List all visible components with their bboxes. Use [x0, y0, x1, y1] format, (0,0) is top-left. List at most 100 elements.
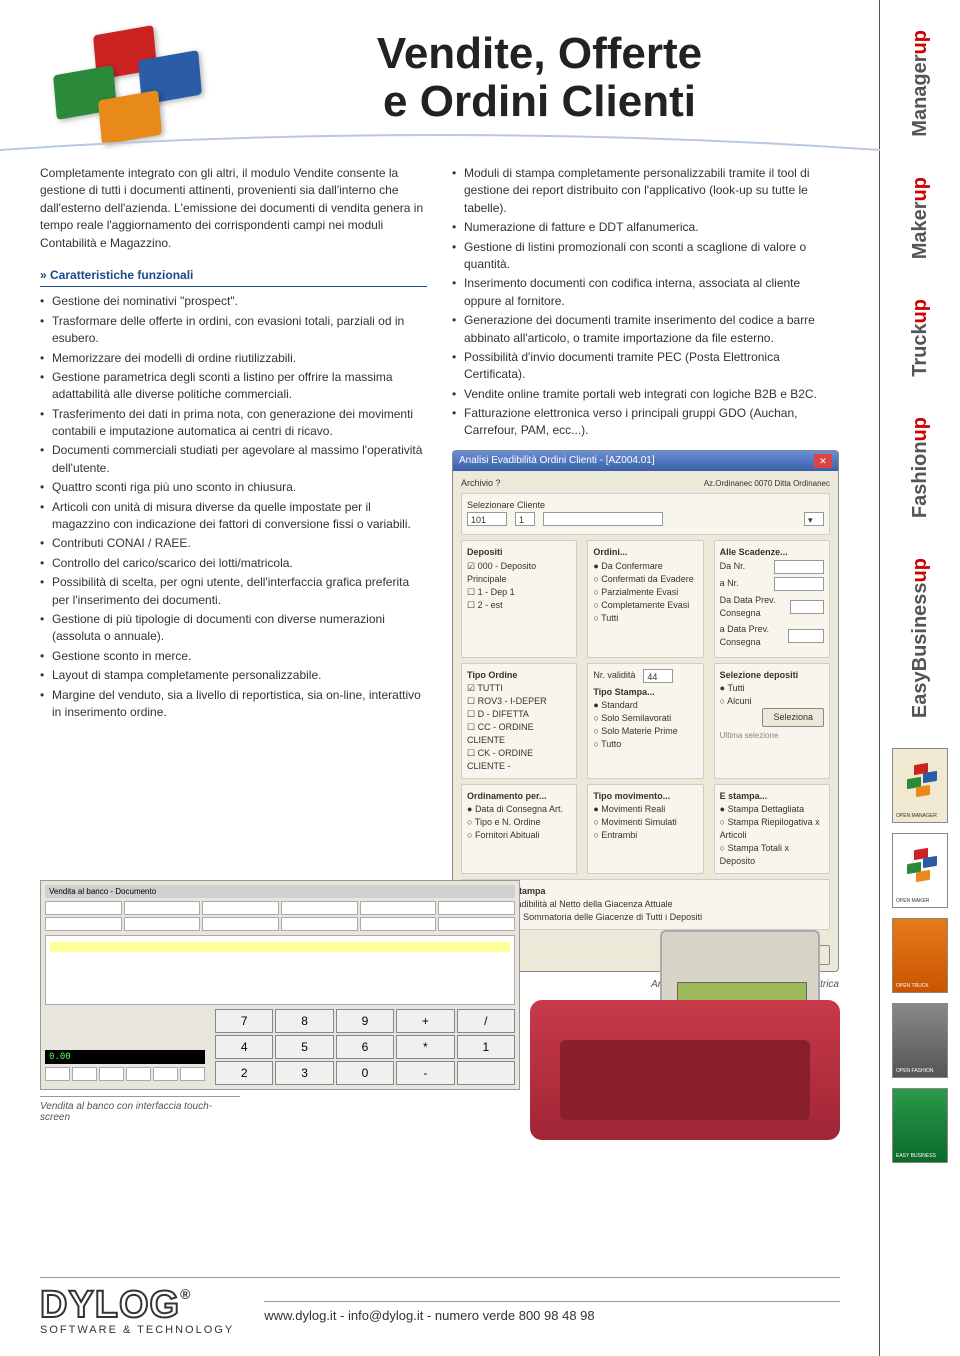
page-title: Vendite, Offerte e Ordini Clienti: [240, 20, 839, 127]
option-item[interactable]: Stampa Totali x Deposito: [720, 842, 824, 868]
keypad-key[interactable]: /: [457, 1009, 515, 1033]
feature-item: Controllo del carico/scarico dei lotti/m…: [40, 555, 427, 572]
option-item[interactable]: Tipo e N. Ordine: [467, 816, 571, 829]
keypad-key[interactable]: 6: [336, 1035, 394, 1059]
dylog-logo: DYLOG® SOFTWARE & TECHNOLOGY: [40, 1288, 234, 1336]
keypad-key[interactable]: 3: [275, 1061, 333, 1085]
keypad-key[interactable]: [457, 1061, 515, 1085]
option-item[interactable]: D - DIFETTA: [467, 708, 571, 721]
option-item[interactable]: TUTTI: [467, 682, 571, 695]
feature-item: Layout di stampa completamente personali…: [40, 667, 427, 684]
left-column: Completamente integrato con gli altri, i…: [40, 165, 427, 992]
sidebar-box-maker: OPEN MAKER: [892, 833, 948, 908]
touch-btn[interactable]: [153, 1067, 178, 1081]
option-item[interactable]: Completamente Evasi: [593, 599, 697, 612]
option-item[interactable]: 000 - Deposito Principale: [467, 560, 571, 586]
feature-item: Possibilità di scelta, per ogni utente, …: [40, 574, 427, 609]
seleziona-button[interactable]: Seleziona: [762, 708, 824, 727]
touch-field[interactable]: [124, 901, 201, 915]
option-item[interactable]: Stampa Dettagliata: [720, 803, 824, 816]
keypad-key[interactable]: +: [396, 1009, 454, 1033]
dylog-tagline: SOFTWARE & TECHNOLOGY: [40, 1324, 234, 1336]
keypad-key[interactable]: 9: [336, 1009, 394, 1033]
feature-item: Quattro sconti riga più uno sconto in ch…: [40, 479, 427, 496]
option-item[interactable]: 2 - est: [467, 599, 571, 612]
option-item[interactable]: Tutti: [720, 682, 824, 695]
touch-field[interactable]: [281, 917, 358, 931]
feature-item: Moduli di stampa completamente personali…: [452, 165, 839, 217]
input-client-2[interactable]: 1: [515, 512, 535, 526]
touch-title: Vendita al banco - Documento: [45, 885, 515, 898]
dialog-menu[interactable]: Archivio ?: [461, 477, 501, 490]
sidebar-box-easy: EASY BUSINESS: [892, 1088, 948, 1163]
option-item[interactable]: ROV3 - I-DEPER: [467, 695, 571, 708]
touch-btn[interactable]: [126, 1067, 151, 1081]
feature-item: Gestione di listini promozionali con sco…: [452, 239, 839, 274]
keypad-key[interactable]: 8: [275, 1009, 333, 1033]
touch-screenshot: Vendita al banco - Documento: [40, 880, 520, 1090]
option-item[interactable]: Fornitori Abituali: [467, 829, 571, 842]
touch-field[interactable]: [202, 901, 279, 915]
input-listino[interactable]: [543, 512, 663, 526]
sidebar-box-truck: OPEN TRUCK: [892, 918, 948, 993]
option-item[interactable]: Alcuni: [720, 695, 824, 708]
option-item[interactable]: Entrambi: [593, 829, 697, 842]
option-item[interactable]: Data di Consegna Art.: [467, 803, 571, 816]
section-title: » Caratteristiche funzionali: [40, 267, 427, 287]
pos-terminal-illustration: [530, 920, 840, 1140]
touch-field[interactable]: [45, 917, 122, 931]
keypad-key[interactable]: 7: [215, 1009, 273, 1033]
keypad-key[interactable]: 1: [457, 1035, 515, 1059]
label-sel-dep: Selezione depositi: [720, 669, 824, 682]
keypad-key[interactable]: -: [396, 1061, 454, 1085]
option-item[interactable]: Confermati da Evadere: [593, 573, 697, 586]
input-client-1[interactable]: 101: [467, 512, 507, 526]
option-item[interactable]: Stampa Riepilogativa x Articoli: [720, 816, 824, 842]
option-item[interactable]: Tutti: [593, 612, 697, 625]
touch-btn[interactable]: [180, 1067, 205, 1081]
keypad-key[interactable]: 2: [215, 1061, 273, 1085]
touch-field[interactable]: [124, 917, 201, 931]
keypad-key[interactable]: 4: [215, 1035, 273, 1059]
close-icon[interactable]: ✕: [814, 454, 832, 468]
sidebar-label: EasyBusinessup: [909, 548, 932, 728]
option-item[interactable]: CC - ORDINE CLIENTE: [467, 721, 571, 747]
option-item[interactable]: Solo Materie Prime: [593, 725, 697, 738]
label-tipo-mov: Tipo movimento...: [593, 790, 697, 803]
option-item[interactable]: Parzialmente Evasi: [593, 586, 697, 599]
touch-field[interactable]: [438, 917, 515, 931]
touch-field[interactable]: [202, 917, 279, 931]
dialog-titlebar: Analisi Evadibilità Ordini Clienti - [AZ…: [453, 451, 838, 472]
touch-keypad: 789+/ 456*1 230-: [215, 1009, 515, 1085]
option-item[interactable]: Tutto: [593, 738, 697, 751]
sidebar-box-manager: OPEN MANAGER: [892, 748, 948, 823]
option-item[interactable]: Da Confermare: [593, 560, 697, 573]
feature-item: Gestione di più tipologie di documenti c…: [40, 611, 427, 646]
lookup-button[interactable]: ▾: [804, 512, 824, 526]
feature-item: Possibilità d'invio documenti tramite PE…: [452, 349, 839, 384]
touch-btn[interactable]: [45, 1067, 70, 1081]
touch-field[interactable]: [438, 901, 515, 915]
dialog-corner: Az.Ordinanec 0070 Ditta Ordinanec: [704, 478, 830, 490]
touch-field[interactable]: [45, 901, 122, 915]
caption-left: Vendita al banco con interfaccia touch-s…: [40, 1096, 240, 1123]
touch-field[interactable]: [360, 901, 437, 915]
feature-item: Gestione sconto in merce.: [40, 648, 427, 665]
keypad-key[interactable]: 0: [336, 1061, 394, 1085]
touch-field[interactable]: [360, 917, 437, 931]
sidebar-box-fashion: OPEN FASHION: [892, 1003, 948, 1078]
label-sottil: Ultima selezione: [720, 730, 824, 742]
option-item[interactable]: 1 - Dep 1: [467, 586, 571, 599]
option-item[interactable]: Standard: [593, 699, 697, 712]
option-item[interactable]: CK - ORDINE CLIENTE -: [467, 747, 571, 773]
feature-item: Trasferimento dei dati in prima nota, co…: [40, 406, 427, 441]
option-item[interactable]: Solo Semilavorati: [593, 712, 697, 725]
option-item[interactable]: Movimenti Simulati: [593, 816, 697, 829]
touch-field[interactable]: [281, 901, 358, 915]
input-nr[interactable]: 44: [643, 669, 673, 683]
keypad-key[interactable]: *: [396, 1035, 454, 1059]
touch-btn[interactable]: [99, 1067, 124, 1081]
option-item[interactable]: Movimenti Reali: [593, 803, 697, 816]
keypad-key[interactable]: 5: [275, 1035, 333, 1059]
touch-btn[interactable]: [72, 1067, 97, 1081]
